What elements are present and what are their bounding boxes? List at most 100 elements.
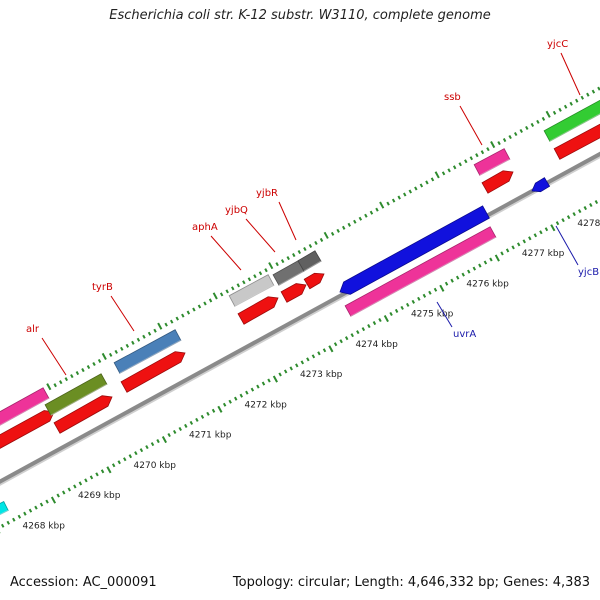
- inner-tick-mark: [245, 390, 249, 395]
- map-title: Escherichia coli str. K-12 substr. W3110…: [109, 8, 491, 23]
- inner-tick-mark: [333, 342, 338, 347]
- inner-tick-mark: [200, 414, 205, 419]
- inner-tick-mark: [516, 242, 521, 247]
- outer-tick-mark: [575, 98, 579, 103]
- inner-tick-mark: [472, 266, 477, 271]
- gene-feature-alr: [44, 373, 108, 416]
- outer-tick-mark: [231, 286, 235, 291]
- outer-tick-mark: [569, 101, 573, 106]
- inner-tick-mark: [306, 357, 310, 362]
- leader-line-yjcC: [560, 52, 581, 96]
- outer-tick-mark: [502, 138, 507, 143]
- inner-tick-mark: [28, 508, 33, 513]
- cds-feature-aphA: [237, 296, 279, 325]
- leader-line-ssb: [459, 105, 483, 146]
- outer-tick-mark: [430, 177, 435, 182]
- inner-tick-mark: [222, 402, 227, 407]
- outer-tick-mark: [458, 162, 462, 167]
- outer-tick-mark: [386, 201, 390, 206]
- inner-tick-mark: [256, 384, 260, 389]
- gene-feature-uvrA: [339, 205, 490, 295]
- outer-tick-mark: [264, 268, 268, 273]
- outer-tick-mark: [403, 192, 407, 197]
- outer-tick-mark: [353, 219, 357, 224]
- inner-tick-mark: [406, 302, 410, 307]
- outer-tick-mark: [175, 316, 179, 321]
- outer-tick-mark: [225, 289, 229, 294]
- inner-tick-mark: [328, 345, 334, 353]
- inner-tick-mark: [117, 460, 121, 465]
- gene-feature-yjbR: [297, 250, 322, 272]
- outer-tick-mark: [541, 116, 546, 121]
- inner-tick-mark: [283, 369, 288, 374]
- gene-feature-ssb: [473, 148, 511, 176]
- outer-tick-mark: [92, 361, 96, 367]
- outer-tick-mark: [369, 210, 374, 215]
- inner-tick-mark: [161, 436, 167, 444]
- outer-tick-mark: [379, 201, 385, 209]
- outer-tick-mark: [425, 180, 429, 185]
- tick-label: 4268 kbp: [23, 521, 66, 531]
- outer-tick-mark: [136, 337, 141, 342]
- outer-tick-mark: [197, 304, 202, 309]
- inner-tick-mark: [422, 293, 427, 298]
- outer-tick-mark: [552, 110, 557, 115]
- outer-tick-mark: [157, 322, 163, 330]
- outer-tick-mark: [364, 213, 368, 218]
- inner-tick-mark: [184, 423, 188, 428]
- outer-tick-mark: [375, 207, 379, 212]
- outer-tick-mark: [59, 380, 63, 385]
- cds-feature-alr: [53, 395, 113, 434]
- inner-tick-mark: [356, 330, 360, 335]
- inner-tick-mark: [62, 490, 66, 495]
- inner-tick-mark: [50, 496, 57, 504]
- inner-tick-mark: [578, 209, 582, 214]
- inner-tick-mark: [455, 275, 460, 280]
- outer-tick-mark: [81, 368, 85, 373]
- cds-feature-ssb: [481, 170, 514, 194]
- inner-tick-mark: [433, 287, 438, 292]
- inner-tick-mark: [322, 348, 327, 353]
- inner-tick-mark: [583, 206, 587, 211]
- inner-tick-mark: [378, 318, 382, 323]
- outer-tick-mark: [86, 365, 91, 370]
- outer-tick-mark: [258, 271, 263, 276]
- inner-tick-mark: [494, 254, 500, 262]
- gene-label-yjbR: yjbR: [256, 188, 278, 199]
- inner-tick-mark: [12, 517, 16, 522]
- outer-tick-mark: [169, 319, 174, 324]
- inner-tick-mark: [123, 457, 127, 462]
- gene-feature-tyrB: [113, 329, 182, 374]
- outer-tick-mark: [519, 128, 523, 134]
- inner-tick-mark: [444, 281, 449, 286]
- inner-tick-mark: [239, 393, 243, 398]
- outer-tick-mark: [319, 237, 324, 242]
- inner-tick-mark: [394, 308, 399, 313]
- inner-tick-mark: [17, 514, 22, 519]
- outer-tick-mark: [563, 104, 568, 109]
- gene-label-aphA: aphA: [192, 222, 218, 233]
- inner-tick-mark: [350, 333, 354, 338]
- outer-tick-mark: [397, 195, 401, 200]
- inner-tick-mark: [89, 475, 94, 480]
- inner-tick-mark: [261, 381, 266, 386]
- outer-tick-mark: [208, 298, 213, 303]
- outer-tick-mark: [452, 165, 457, 170]
- outer-tick-mark: [247, 277, 252, 282]
- outer-tick-mark: [97, 358, 102, 363]
- inner-tick-mark: [106, 466, 112, 474]
- inner-tick-mark: [145, 445, 149, 450]
- tick-label: 4271 kbp: [189, 431, 232, 441]
- inner-tick-mark: [56, 493, 60, 498]
- outer-tick-mark: [75, 371, 80, 376]
- outer-tick-mark: [142, 334, 146, 339]
- inner-tick-mark: [134, 451, 138, 456]
- gene-feature-yjcC: [543, 99, 600, 142]
- gene-label-ssb: ssb: [444, 92, 461, 103]
- outer-tick-mark: [280, 259, 285, 264]
- outer-tick-mark: [536, 119, 540, 124]
- inner-tick-mark: [272, 375, 278, 383]
- inner-tick-mark: [572, 212, 576, 217]
- leader-line-yjcB: [555, 225, 579, 266]
- outer-tick-mark: [108, 352, 113, 357]
